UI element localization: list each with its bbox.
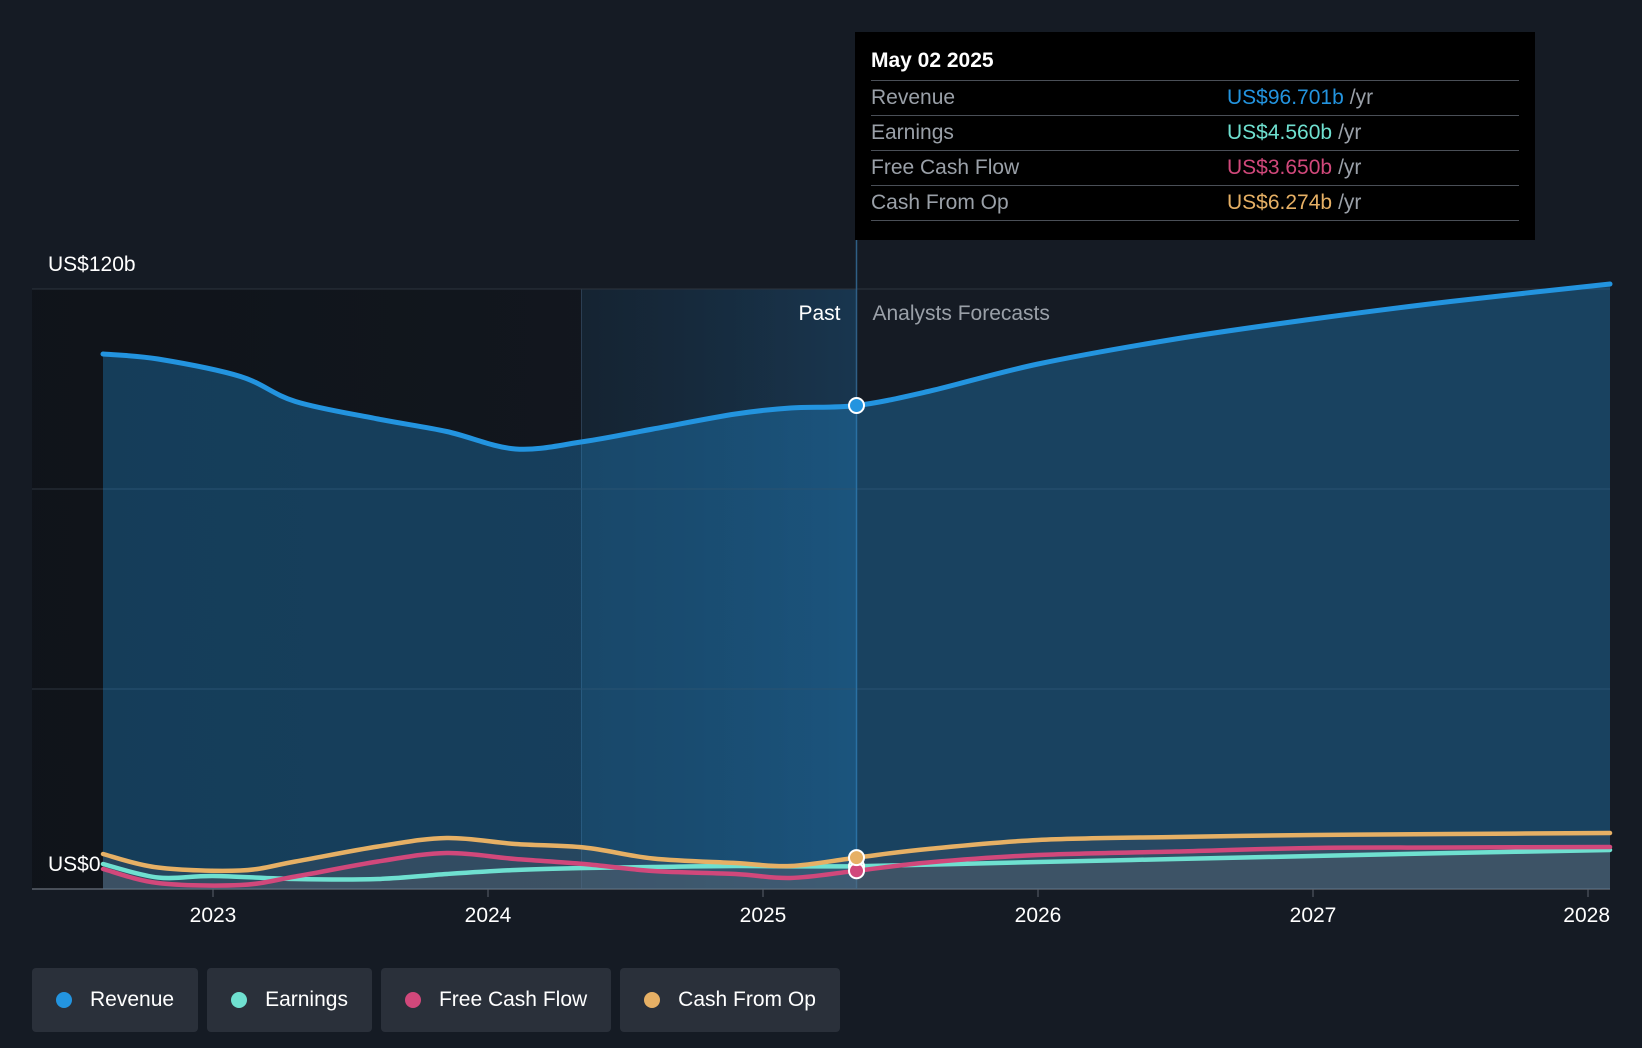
legend-item-free-cash-flow[interactable]: Free Cash Flow xyxy=(380,968,612,1032)
tooltip-date: May 02 2025 xyxy=(871,46,1519,81)
legend-dot-icon xyxy=(644,992,661,1008)
x-tick-label: 2027 xyxy=(1290,904,1337,927)
tooltip-label: Revenue xyxy=(871,86,956,109)
legend-dot-icon xyxy=(404,992,421,1008)
tooltip-value: US$3.650b xyxy=(1227,156,1333,179)
legend-label: Revenue xyxy=(90,988,175,1011)
x-tick-label: 2028 xyxy=(1563,904,1610,927)
legend: Revenue Earnings Free Cash Flow Cash Fro… xyxy=(32,968,840,1032)
tooltip: May 02 2025 Revenue US$96.701b /yr Earni… xyxy=(855,32,1535,240)
marker-cash-from-op xyxy=(848,849,865,867)
highlight-region xyxy=(581,289,857,889)
tooltip-value: US$4.560b xyxy=(1227,121,1333,144)
tooltip-unit: /yr xyxy=(1338,121,1362,144)
y-axis-label-max: US$120b xyxy=(48,253,136,276)
legend-item-cash-from-op[interactable]: Cash From Op xyxy=(620,968,840,1032)
legend-item-earnings[interactable]: Earnings xyxy=(207,968,372,1032)
tooltip-label: Free Cash Flow xyxy=(871,156,1020,179)
tooltip-unit: /yr xyxy=(1338,156,1362,179)
x-tick-label: 2025 xyxy=(740,904,787,927)
x-tick-label: 2024 xyxy=(465,904,512,927)
tooltip-unit: /yr xyxy=(1349,86,1374,109)
line-free-cash-flow xyxy=(100,844,1613,888)
area-revenue xyxy=(103,284,1610,889)
line-earnings xyxy=(100,847,1613,882)
chart-area: US$120b US$0 2023 2024 2025 2026 2027 2028 Past A… xyxy=(32,240,1613,927)
x-tick-label: 2026 xyxy=(1015,904,1062,927)
tooltip-unit: /yr xyxy=(1338,191,1362,214)
past-label: Past xyxy=(798,302,840,325)
line-cash-from-op xyxy=(100,830,1613,874)
legend-label: Cash From Op xyxy=(678,988,816,1011)
x-tick-label: 2023 xyxy=(190,904,237,927)
legend-label: Earnings xyxy=(265,988,348,1011)
legend-item-revenue[interactable]: Revenue xyxy=(32,968,199,1032)
y-axis-label-min: US$0 xyxy=(48,853,101,876)
line-revenue xyxy=(100,281,1613,452)
tooltip-row-free-cash-flow: Free Cash Flow US$3.650b /yr xyxy=(871,151,1519,186)
tooltip-value: US$6.274b xyxy=(1227,191,1333,214)
tooltip-label: Cash From Op xyxy=(871,191,1009,214)
tooltip-row-earnings: Earnings US$4.560b /yr xyxy=(871,116,1519,151)
legend-dot-icon xyxy=(231,992,248,1008)
tooltip-label: Earnings xyxy=(871,121,954,144)
legend-dot-icon xyxy=(56,992,72,1008)
tooltip-row-cash-from-op: Cash From Op US$6.274b /yr xyxy=(871,186,1519,221)
legend-label: Free Cash Flow xyxy=(438,988,588,1011)
forecast-label: Analysts Forecasts xyxy=(873,302,1050,325)
tooltip-value: US$96.701b xyxy=(1227,86,1344,109)
tooltip-row-revenue: Revenue US$96.701b /yr xyxy=(871,81,1519,116)
marker-revenue xyxy=(848,397,865,414)
